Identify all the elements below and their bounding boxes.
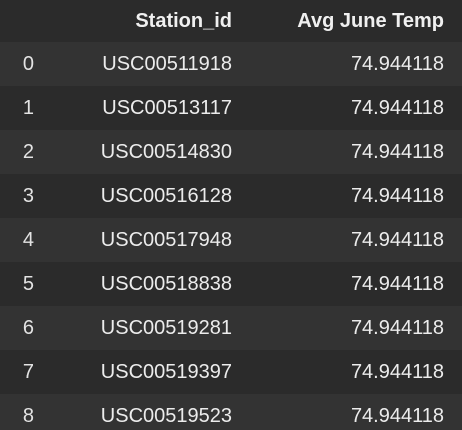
avg-june-temp-cell: 74.944118: [350, 141, 444, 163]
station-id-cell: USC00513117: [102, 97, 232, 119]
table-row: 0 USC00511918 74.944118: [0, 42, 462, 86]
column-header-station-id: Station_id: [135, 10, 232, 32]
avg-june-temp-cell: 74.944118: [350, 185, 444, 207]
row-index: 3: [22, 185, 34, 207]
table-row: 6 USC00519281 74.944118: [0, 306, 462, 350]
avg-june-temp-cell: 74.944118: [350, 405, 444, 427]
avg-june-temp-cell: 74.944118: [350, 317, 444, 339]
row-index: 7: [22, 361, 34, 383]
table-row: 2 USC00514830 74.944118: [0, 130, 462, 174]
table-body: 0 USC00511918 74.944118 1 USC00513117 74…: [0, 42, 462, 430]
station-id-cell: USC00519523: [100, 405, 232, 427]
column-header-avg-june-temp: Avg June Temp: [297, 10, 444, 32]
table-row: 4 USC00517948 74.944118: [0, 218, 462, 262]
table-row: 8 USC00519523 74.944118: [0, 394, 462, 430]
avg-june-temp-cell: 74.944118: [350, 53, 444, 75]
station-id-cell: USC00514830: [100, 141, 232, 163]
table-row: 1 USC00513117 74.944118: [0, 86, 462, 130]
station-id-cell: USC00511918: [102, 53, 232, 75]
station-id-cell: USC00519281: [100, 317, 232, 339]
row-index: 6: [22, 317, 34, 339]
avg-june-temp-cell: 74.944118: [350, 361, 444, 383]
row-index: 2: [22, 141, 34, 163]
avg-june-temp-cell: 74.944118: [350, 97, 444, 119]
row-index: 5: [22, 273, 34, 295]
avg-june-temp-cell: 74.944118: [350, 229, 444, 251]
station-id-cell: USC00518838: [100, 273, 232, 295]
row-index: 1: [22, 97, 34, 119]
station-id-cell: USC00519397: [100, 361, 232, 383]
row-index: 8: [22, 405, 34, 427]
row-index: 4: [22, 229, 34, 251]
table-row: 5 USC00518838 74.944118: [0, 262, 462, 306]
avg-june-temp-cell: 74.944118: [350, 273, 444, 295]
table-header-row: Station_id Avg June Temp: [0, 0, 462, 42]
station-id-cell: USC00516128: [100, 185, 232, 207]
table-row: 7 USC00519397 74.944118: [0, 350, 462, 394]
row-index: 0: [22, 53, 34, 75]
station-id-cell: USC00517948: [100, 229, 232, 251]
table-row: 3 USC00516128 74.944118: [0, 174, 462, 218]
